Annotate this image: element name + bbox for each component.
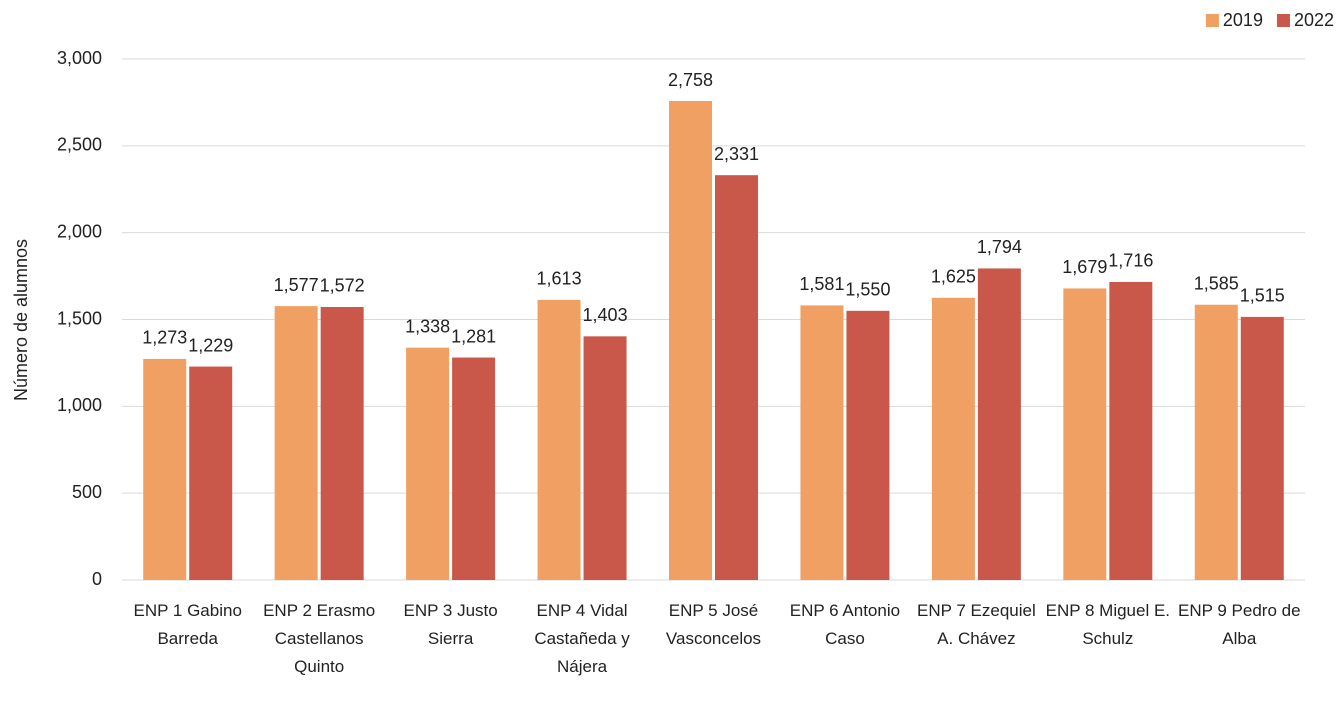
x-tick-label: ENP 1 Gabino Barreda	[133, 601, 242, 648]
value-label: 1,613	[537, 269, 582, 289]
bar	[452, 357, 496, 580]
bar	[1063, 288, 1107, 580]
value-label: 1,625	[931, 267, 976, 287]
bar	[931, 297, 975, 580]
bar	[1240, 316, 1284, 580]
y-axis-title: Número de alumnos	[11, 239, 31, 401]
value-label: 2,331	[714, 144, 759, 164]
value-label: 1,679	[1062, 257, 1107, 277]
x-tick-label: ENP 8 Miguel E. Schulz	[1045, 601, 1171, 648]
bar	[977, 268, 1021, 580]
bar	[846, 310, 890, 580]
legend-label: 2019	[1223, 10, 1263, 30]
value-label: 1,572	[320, 276, 365, 296]
x-tick-label: ENP 4 Vidal Castañeda y Nájera	[534, 601, 630, 676]
x-tick-label: ENP 2 Erasmo Castellanos Quinto	[263, 601, 376, 676]
x-tick-label: ENP 3 Justo Sierra	[403, 601, 498, 648]
bar	[800, 305, 844, 580]
bar	[320, 306, 364, 580]
legend-label: 2022	[1294, 10, 1334, 30]
value-label: 1,581	[799, 274, 844, 294]
y-tick-label: 1,000	[57, 395, 102, 415]
bar	[1109, 281, 1153, 580]
bar	[537, 299, 581, 580]
value-label: 1,403	[583, 305, 628, 325]
bar	[189, 366, 233, 580]
y-tick-label: 2,000	[57, 221, 102, 241]
value-label: 1,585	[1194, 273, 1239, 293]
y-tick-label: 3,000	[57, 48, 102, 68]
x-tick-label: ENP 6 Antonio Caso	[789, 601, 901, 648]
value-label: 2,758	[668, 70, 713, 90]
bar	[1194, 304, 1238, 580]
x-tick-label: ENP 5 José Vasconcelos	[665, 601, 762, 648]
bar	[274, 306, 318, 580]
y-tick-label: 1,500	[57, 308, 102, 328]
value-label: 1,273	[142, 328, 187, 348]
y-tick-label: 0	[92, 569, 102, 589]
x-tick-label: ENP 9 Pedro de Alba	[1177, 601, 1301, 648]
value-label: 1,229	[188, 335, 233, 355]
bar	[406, 347, 450, 580]
value-label: 1,577	[274, 275, 319, 295]
bar	[143, 358, 187, 580]
y-tick-label: 500	[72, 482, 102, 502]
legend-swatch	[1276, 14, 1290, 27]
bar	[669, 101, 712, 580]
x-tick-label: ENP 7 Ezequiel A. Chávez	[916, 601, 1036, 648]
value-label: 1,550	[845, 280, 890, 300]
value-label: 1,794	[977, 237, 1022, 257]
value-label: 1,515	[1240, 286, 1285, 306]
bar	[583, 336, 627, 580]
y-tick-label: 2,500	[57, 135, 102, 155]
bar	[715, 175, 758, 581]
value-label: 1,338	[405, 316, 450, 336]
value-label: 1,281	[451, 326, 496, 346]
legend-swatch	[1205, 14, 1219, 27]
value-label: 1,716	[1108, 251, 1153, 271]
